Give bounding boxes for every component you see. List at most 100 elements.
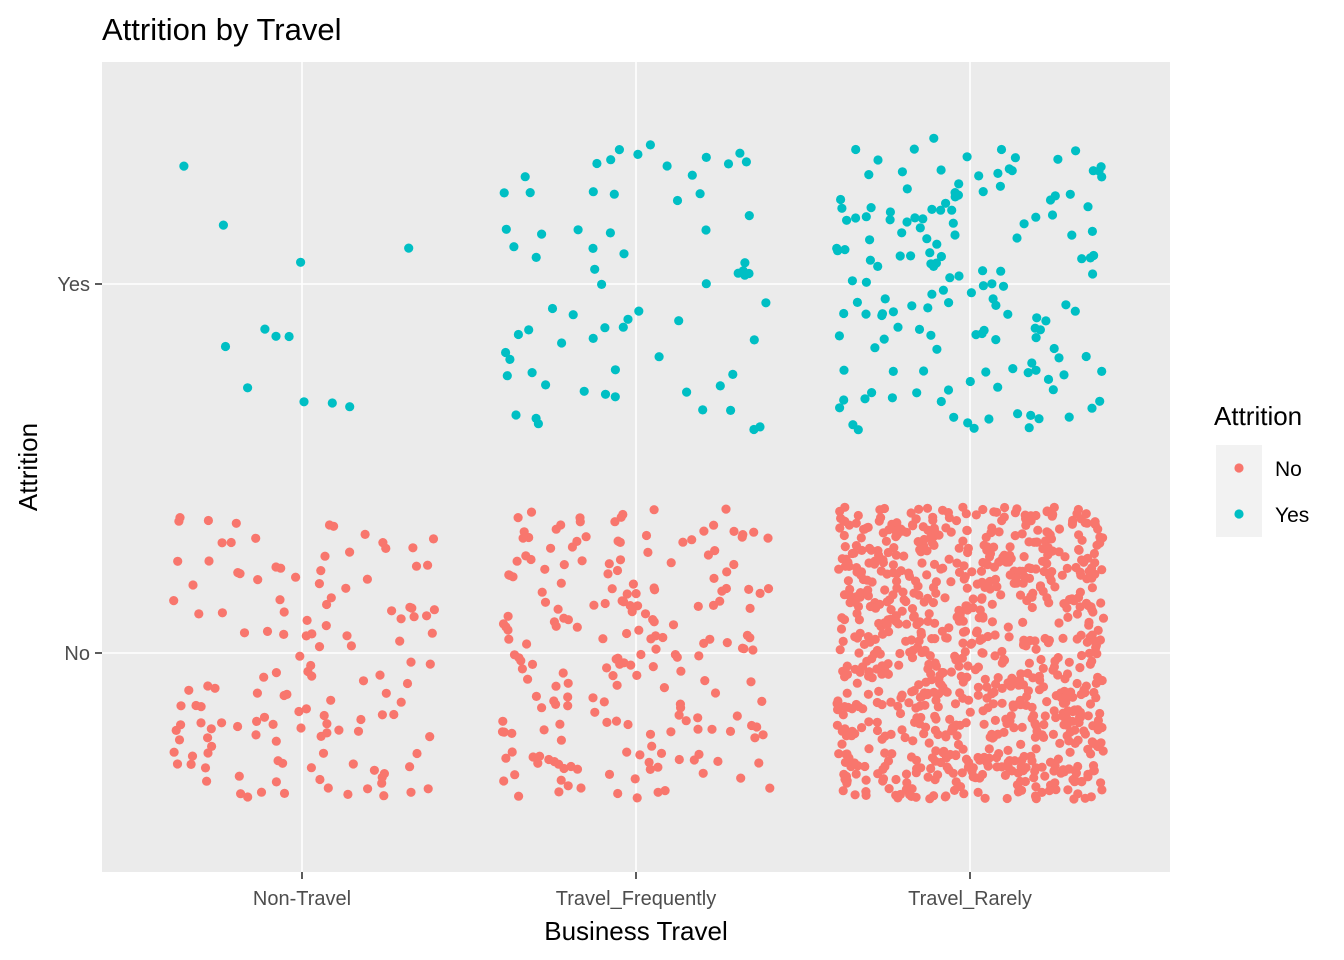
data-point-no bbox=[555, 719, 565, 729]
data-point-no bbox=[745, 603, 755, 614]
data-point-no bbox=[978, 504, 988, 515]
data-point-no bbox=[207, 741, 217, 752]
data-point-yes bbox=[938, 285, 949, 295]
data-point-no bbox=[1077, 535, 1087, 545]
data-point-no bbox=[615, 555, 626, 565]
data-point-yes bbox=[936, 251, 947, 262]
data-point-yes bbox=[1089, 250, 1099, 261]
data-point-yes bbox=[865, 255, 876, 265]
data-point-yes bbox=[1010, 153, 1021, 163]
data-point-no bbox=[758, 730, 768, 740]
data-point-yes bbox=[1071, 146, 1081, 156]
data-point-no bbox=[977, 648, 987, 658]
data-point-no bbox=[649, 505, 659, 515]
data-point-no bbox=[689, 755, 699, 765]
data-point-no bbox=[1017, 785, 1027, 796]
data-point-no bbox=[744, 584, 754, 595]
data-point-no bbox=[960, 647, 970, 657]
data-point-yes bbox=[953, 190, 964, 200]
data-point-yes bbox=[1048, 385, 1058, 395]
data-point-no bbox=[630, 774, 640, 784]
data-point-no bbox=[1013, 768, 1023, 778]
data-point-no bbox=[622, 747, 632, 757]
data-point-no bbox=[589, 600, 599, 610]
data-point-no bbox=[1033, 525, 1043, 535]
data-point-no bbox=[999, 727, 1009, 738]
data-point-no bbox=[622, 589, 632, 599]
data-point-no bbox=[1083, 601, 1093, 611]
data-point-no bbox=[1090, 517, 1100, 527]
data-point-no bbox=[933, 702, 943, 712]
data-point-no bbox=[693, 601, 703, 612]
data-point-no bbox=[930, 725, 941, 735]
data-point-yes bbox=[749, 335, 759, 345]
data-point-no bbox=[1002, 793, 1012, 804]
data-point-no bbox=[945, 714, 955, 725]
data-point-no bbox=[942, 687, 952, 697]
data-point-no bbox=[674, 754, 684, 765]
data-point-no bbox=[1003, 622, 1013, 632]
data-point-no bbox=[1084, 620, 1094, 630]
data-point-yes bbox=[672, 195, 683, 206]
legend-title: Attrition bbox=[1214, 401, 1302, 431]
data-point-no bbox=[882, 597, 892, 607]
data-point-no bbox=[540, 564, 550, 574]
data-point-no bbox=[551, 621, 561, 631]
data-point-no bbox=[321, 621, 331, 631]
data-point-no bbox=[847, 548, 857, 559]
data-point-no bbox=[968, 763, 978, 773]
data-point-yes bbox=[511, 410, 521, 420]
data-point-no bbox=[604, 559, 614, 569]
data-point-no bbox=[523, 674, 533, 684]
data-point-no bbox=[754, 758, 764, 768]
data-point-yes bbox=[327, 398, 337, 408]
data-point-yes bbox=[573, 225, 583, 235]
data-point-yes bbox=[833, 246, 843, 256]
data-point-yes bbox=[897, 167, 908, 177]
data-point-yes bbox=[579, 386, 589, 396]
data-point-no bbox=[1018, 578, 1028, 588]
data-point-yes bbox=[633, 149, 643, 159]
data-point-yes bbox=[614, 145, 625, 155]
data-point-yes bbox=[888, 307, 899, 317]
data-point-no bbox=[563, 678, 573, 688]
y-axis-title: Attrition bbox=[13, 423, 43, 511]
data-point-no bbox=[1039, 720, 1049, 730]
data-point-no bbox=[649, 583, 659, 593]
data-point-no bbox=[835, 645, 845, 655]
data-point-no bbox=[929, 523, 939, 533]
data-point-no bbox=[1092, 540, 1102, 550]
data-point-no bbox=[1037, 787, 1047, 798]
data-point-no bbox=[955, 611, 965, 622]
data-point-yes bbox=[943, 385, 954, 395]
x-tick-label: Non-Travel bbox=[253, 888, 351, 910]
data-point-no bbox=[1009, 723, 1019, 733]
data-point-no bbox=[979, 719, 989, 729]
data-point-yes bbox=[740, 258, 750, 268]
data-point-no bbox=[954, 567, 965, 578]
data-point-no bbox=[353, 726, 364, 736]
data-point-no bbox=[539, 725, 549, 735]
data-point-no bbox=[976, 566, 987, 576]
data-point-no bbox=[832, 699, 842, 709]
data-point-no bbox=[752, 722, 762, 732]
data-point-no bbox=[878, 528, 888, 538]
data-point-no bbox=[729, 526, 739, 537]
data-point-yes bbox=[600, 323, 610, 333]
data-point-no bbox=[322, 599, 332, 610]
data-point-no bbox=[1085, 699, 1096, 709]
data-point-no bbox=[1062, 669, 1073, 679]
data-point-no bbox=[757, 696, 767, 707]
data-point-no bbox=[188, 580, 198, 590]
data-point-no bbox=[643, 547, 653, 558]
data-point-no bbox=[575, 513, 585, 523]
data-point-no bbox=[626, 660, 636, 670]
data-point-no bbox=[1082, 574, 1092, 584]
data-point-no bbox=[694, 651, 704, 661]
data-point-no bbox=[693, 713, 703, 723]
data-point-yes bbox=[541, 380, 551, 390]
data-point-yes bbox=[950, 230, 960, 240]
data-point-no bbox=[322, 719, 332, 729]
data-point-no bbox=[978, 613, 988, 623]
data-point-no bbox=[1003, 745, 1013, 756]
